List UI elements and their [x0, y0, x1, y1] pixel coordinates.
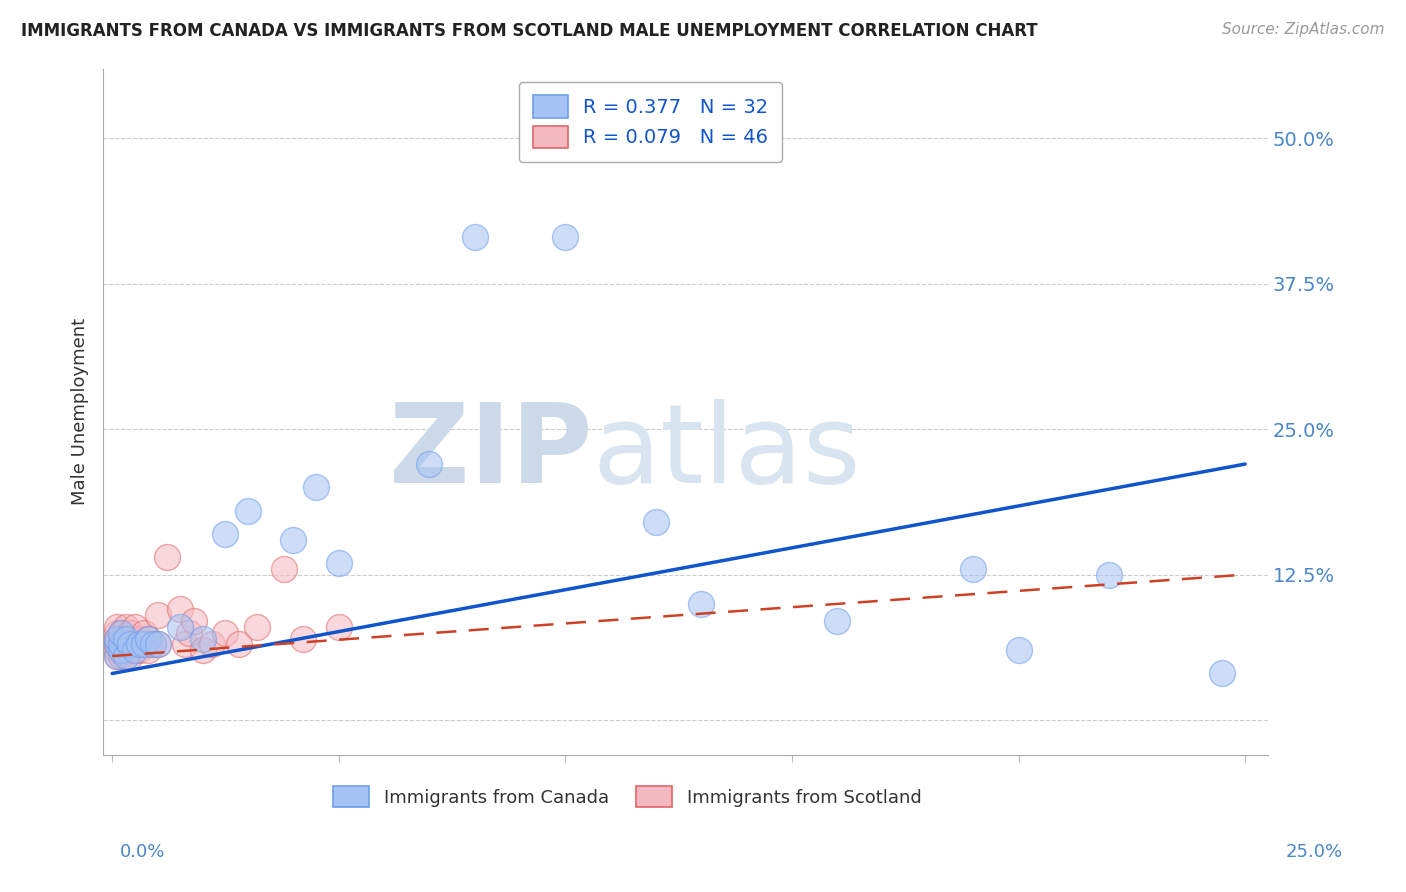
Text: IMMIGRANTS FROM CANADA VS IMMIGRANTS FROM SCOTLAND MALE UNEMPLOYMENT CORRELATION: IMMIGRANTS FROM CANADA VS IMMIGRANTS FRO…	[21, 22, 1038, 40]
Point	[105, 648, 128, 663]
Point	[305, 480, 328, 494]
Point	[110, 625, 132, 640]
Point	[645, 515, 668, 529]
Point	[214, 527, 236, 541]
Point	[105, 637, 128, 651]
Point	[110, 643, 132, 657]
Point	[246, 620, 269, 634]
Point	[105, 632, 128, 646]
Point	[146, 608, 169, 623]
Point	[179, 625, 201, 640]
Point	[142, 637, 165, 651]
Y-axis label: Male Unemployment: Male Unemployment	[72, 318, 89, 505]
Point	[138, 632, 160, 646]
Point	[554, 230, 576, 244]
Point	[283, 533, 305, 547]
Point	[1211, 666, 1233, 681]
Point	[110, 643, 132, 657]
Point	[328, 556, 350, 570]
Point	[146, 637, 169, 651]
Point	[155, 550, 177, 565]
Text: Source: ZipAtlas.com: Source: ZipAtlas.com	[1222, 22, 1385, 37]
Text: ZIP: ZIP	[389, 400, 592, 507]
Point	[124, 643, 146, 657]
Point	[120, 648, 142, 663]
Point	[128, 632, 150, 646]
Point	[110, 625, 132, 640]
Point	[236, 503, 259, 517]
Point	[191, 632, 214, 646]
Point	[418, 457, 440, 471]
Point	[120, 637, 142, 651]
Point	[110, 637, 132, 651]
Legend: Immigrants from Canada, Immigrants from Scotland: Immigrants from Canada, Immigrants from …	[326, 780, 928, 814]
Text: 0.0%: 0.0%	[120, 843, 165, 861]
Point	[114, 648, 136, 663]
Point	[105, 643, 128, 657]
Point	[146, 637, 169, 651]
Point	[132, 637, 155, 651]
Point	[105, 620, 128, 634]
Point	[105, 648, 128, 663]
Point	[132, 625, 155, 640]
Point	[690, 597, 713, 611]
Point	[124, 637, 146, 651]
Point	[124, 643, 146, 657]
Point	[105, 632, 128, 646]
Point	[124, 620, 146, 634]
Point	[110, 648, 132, 663]
Point	[173, 637, 195, 651]
Point	[169, 620, 191, 634]
Point	[138, 643, 160, 657]
Point	[114, 643, 136, 657]
Point	[114, 648, 136, 663]
Point	[1098, 567, 1121, 582]
Point	[110, 637, 132, 651]
Point	[962, 562, 984, 576]
Point	[228, 637, 250, 651]
Point	[105, 637, 128, 651]
Point	[1007, 643, 1029, 657]
Point	[110, 632, 132, 646]
Point	[191, 643, 214, 657]
Point	[128, 637, 150, 651]
Point	[105, 637, 128, 651]
Point	[201, 637, 224, 651]
Point	[120, 637, 142, 651]
Point	[138, 632, 160, 646]
Text: atlas: atlas	[592, 400, 860, 507]
Point	[328, 620, 350, 634]
Point	[128, 643, 150, 657]
Point	[291, 632, 314, 646]
Point	[214, 625, 236, 640]
Point	[114, 632, 136, 646]
Point	[120, 625, 142, 640]
Point	[183, 614, 205, 628]
Point	[105, 625, 128, 640]
Point	[169, 602, 191, 616]
Point	[825, 614, 848, 628]
Point	[464, 230, 486, 244]
Point	[142, 637, 165, 651]
Point	[132, 637, 155, 651]
Point	[273, 562, 295, 576]
Point	[114, 632, 136, 646]
Text: 25.0%: 25.0%	[1285, 843, 1343, 861]
Point	[105, 632, 128, 646]
Point	[114, 620, 136, 634]
Point	[114, 637, 136, 651]
